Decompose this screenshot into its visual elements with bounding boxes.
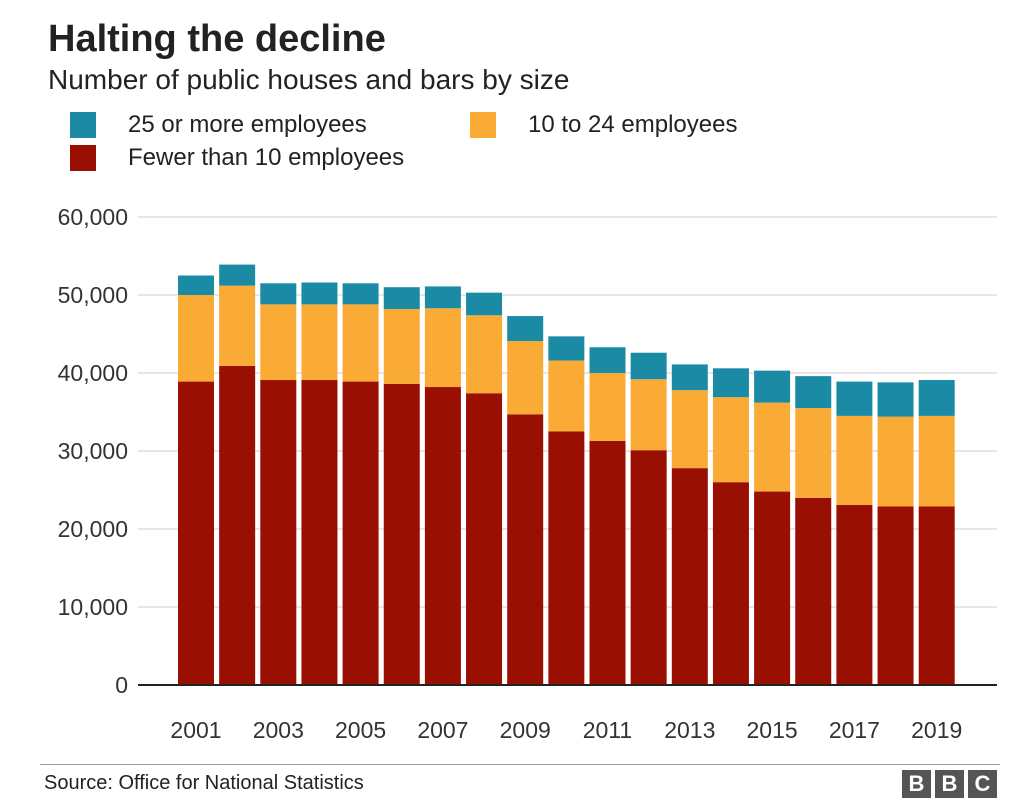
bar-segment bbox=[342, 304, 379, 382]
chart-title: Halting the decline bbox=[48, 18, 386, 60]
y-tick-label: 40,000 bbox=[58, 360, 128, 386]
bar-segment bbox=[795, 497, 832, 685]
bar-segment bbox=[260, 380, 297, 685]
bar-segment bbox=[918, 506, 955, 685]
source-note: Source: Office for National Statistics bbox=[44, 772, 364, 794]
bar-segment bbox=[342, 381, 379, 685]
bar-segment bbox=[754, 370, 791, 403]
bar-segment bbox=[630, 379, 667, 451]
bar-segment bbox=[178, 381, 214, 685]
y-tick-label: 20,000 bbox=[58, 516, 128, 542]
bar-segment bbox=[836, 381, 873, 416]
bar-segment bbox=[466, 393, 503, 685]
x-tick-label: 2001 bbox=[170, 717, 221, 743]
bar-segment bbox=[301, 282, 338, 305]
bar-segment bbox=[219, 285, 256, 366]
logo-letter-1: B bbox=[902, 770, 931, 798]
legend-label-large: 25 or more employees bbox=[128, 111, 367, 138]
bar-segment bbox=[466, 315, 503, 394]
bar-segment bbox=[219, 264, 256, 286]
y-tick-label: 30,000 bbox=[58, 438, 128, 464]
bar-segment bbox=[548, 360, 585, 432]
legend-item-large: 25 or more employees bbox=[70, 110, 367, 140]
bar-segment bbox=[260, 283, 297, 305]
bar-segment bbox=[836, 415, 873, 505]
bar-segment bbox=[795, 376, 832, 409]
y-tick-label: 60,000 bbox=[58, 204, 128, 230]
bar-segment bbox=[589, 440, 626, 685]
x-tick-label: 2003 bbox=[253, 717, 304, 743]
bar-segment bbox=[754, 491, 791, 685]
bar-segment bbox=[342, 283, 379, 305]
bbc-logo: B B C bbox=[902, 770, 997, 798]
legend-swatch-small bbox=[70, 145, 96, 171]
bar-segment bbox=[301, 380, 338, 685]
bar-segment bbox=[712, 482, 749, 685]
bar-segment bbox=[178, 275, 214, 295]
logo-letter-2: B bbox=[935, 770, 964, 798]
x-tick-label: 2015 bbox=[747, 717, 798, 743]
bar-segment bbox=[548, 336, 585, 361]
logo-letter-3: C bbox=[968, 770, 997, 798]
x-tick-label: 2017 bbox=[829, 717, 880, 743]
footer-divider bbox=[40, 764, 1000, 765]
legend-label-small: Fewer than 10 employees bbox=[128, 144, 405, 171]
bar-segment bbox=[507, 341, 544, 415]
x-tick-label: 2009 bbox=[500, 717, 551, 743]
bar-segment bbox=[918, 415, 955, 507]
bar-segment bbox=[712, 368, 749, 398]
bar-segment bbox=[466, 292, 503, 316]
bar-segment bbox=[918, 380, 955, 416]
bar-segment bbox=[507, 414, 544, 685]
x-tick-label: 2011 bbox=[583, 717, 632, 743]
bar-segment bbox=[260, 304, 297, 381]
bar-segment bbox=[877, 506, 914, 685]
x-tick-label: 2013 bbox=[664, 717, 715, 743]
bar-segment bbox=[383, 287, 420, 310]
x-tick-label: 2007 bbox=[417, 717, 468, 743]
x-tick-label: 2019 bbox=[911, 717, 962, 743]
legend-item-small: Fewer than 10 employees bbox=[70, 143, 404, 173]
bar-segment bbox=[589, 373, 626, 441]
y-tick-label: 10,000 bbox=[58, 594, 128, 620]
legend-label-medium: 10 to 24 employees bbox=[528, 111, 738, 138]
bar-segment bbox=[424, 387, 461, 685]
legend-swatch-large bbox=[70, 112, 96, 138]
bar-segment bbox=[671, 390, 708, 469]
bar-segment bbox=[219, 365, 256, 685]
bar-segment bbox=[383, 309, 420, 384]
bar-segment bbox=[671, 468, 708, 685]
bar-segment bbox=[383, 383, 420, 685]
y-tick-label: 0 bbox=[115, 672, 128, 698]
bar-segment bbox=[671, 364, 708, 391]
bar-segment bbox=[301, 304, 338, 381]
bar-segment bbox=[795, 408, 832, 498]
bar-segment bbox=[712, 397, 749, 483]
bar-segment bbox=[424, 286, 461, 309]
bar-segment bbox=[589, 347, 626, 373]
bar-segment bbox=[836, 504, 873, 685]
bar-segment bbox=[877, 416, 914, 507]
bar-segment bbox=[548, 431, 585, 685]
bar-segment bbox=[424, 308, 461, 388]
bar-segment bbox=[630, 450, 667, 685]
y-tick-label: 50,000 bbox=[58, 282, 128, 308]
bar-segment bbox=[630, 352, 667, 380]
legend-swatch-medium bbox=[470, 112, 496, 138]
x-tick-label: 2005 bbox=[335, 717, 386, 743]
legend-item-medium: 10 to 24 employees bbox=[470, 110, 737, 140]
bar-segment bbox=[877, 382, 914, 417]
chart-subtitle: Number of public houses and bars by size bbox=[48, 64, 570, 95]
bar-segment bbox=[754, 402, 791, 492]
stacked-bar-chart: 0 10,000 20,000 30,000 40,000 50,000 60,000 200… bbox=[58, 204, 997, 743]
bar-segment bbox=[178, 295, 214, 382]
bar-segment bbox=[507, 316, 544, 342]
